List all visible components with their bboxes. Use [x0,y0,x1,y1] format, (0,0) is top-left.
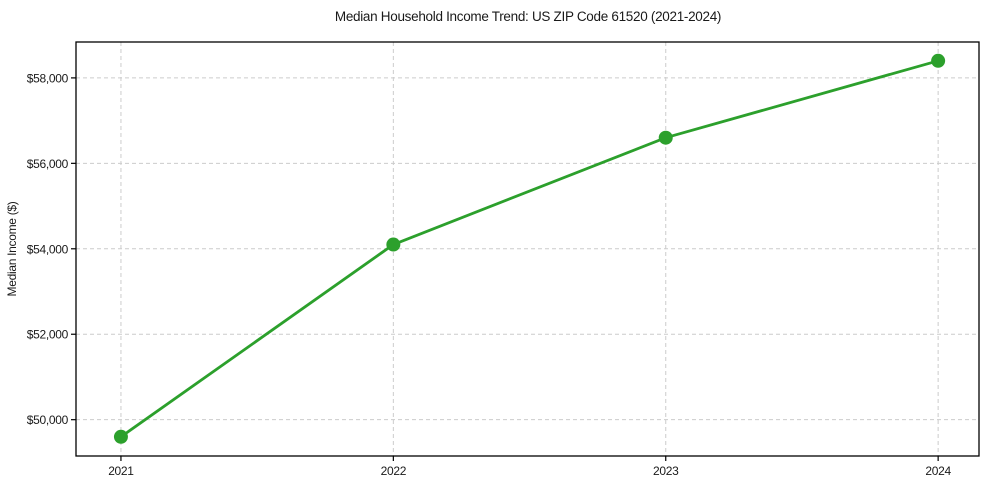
y-tick-label: $54,000 [27,242,69,256]
x-tick-label: 2024 [925,464,951,478]
data-point-2021 [113,429,128,444]
y-tick-label: $50,000 [27,413,69,427]
axis-layer: 2021 2022 2023 2024 $50,000 $52,000 $54,000 $56… [27,41,980,478]
x-tick-label: 2021 [108,464,134,478]
grid-layer [76,42,979,456]
chart-title: Median Household Income Trend: US ZIP Co… [335,9,721,24]
y-axis-label: Median Income ($) [5,201,19,296]
data-point-2024 [931,53,946,68]
x-tick-label: 2023 [653,464,679,478]
y-tick-label: $56,000 [27,157,69,171]
plot-border [75,41,980,457]
x-tick-label: 2022 [381,464,407,478]
data-point-2022 [386,237,401,252]
y-tick-label: $52,000 [27,328,69,342]
series-layer [113,53,946,444]
data-point-2023 [658,130,673,145]
income-trend-line [119,59,940,439]
y-tick-label: $58,000 [27,71,69,85]
